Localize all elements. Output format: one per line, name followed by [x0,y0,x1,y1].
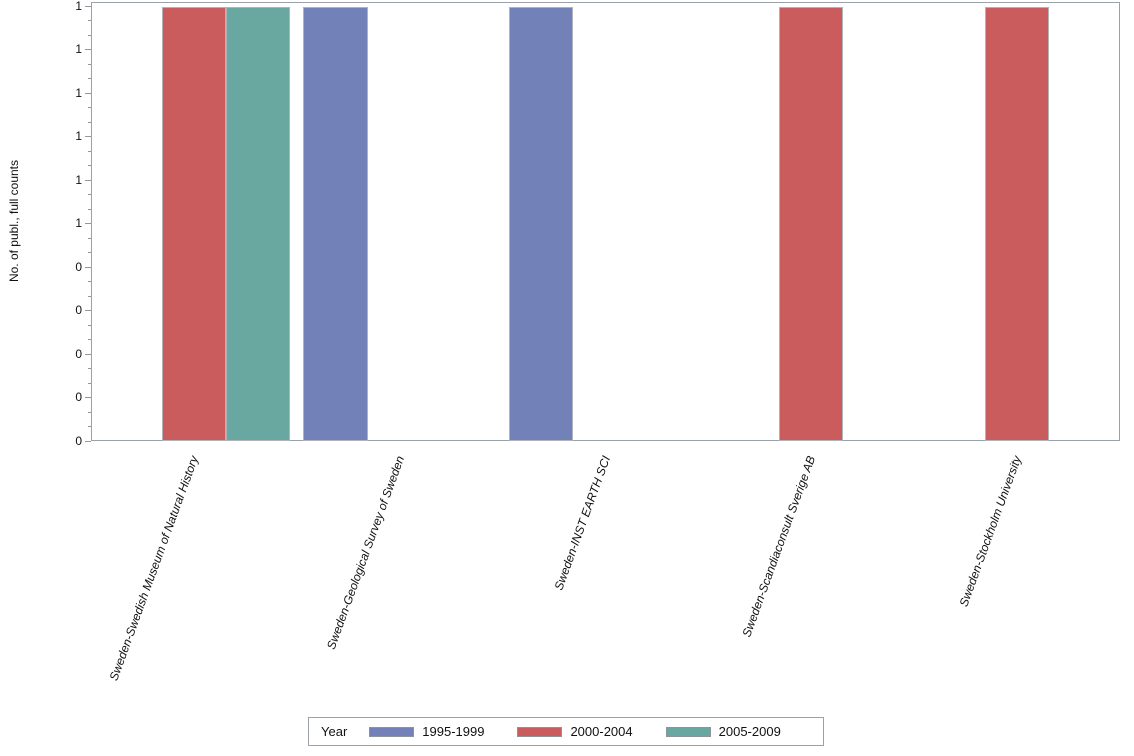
legend-item-label: 1995-1999 [422,724,485,739]
y-tick-label: 1 [75,129,82,144]
x-category-label: Sweden-Swedish Museum of Natural History [106,454,202,683]
legend-item: 1995-1999 [369,724,484,739]
y-axis-title: No. of publ., full counts [7,159,21,283]
bar [779,6,844,441]
legend-item-label: 2000-2004 [570,724,633,739]
bar [984,6,1050,441]
y-minor-tick [88,34,91,36]
y-tick-label: 0 [75,390,82,405]
y-tick-label: 0 [75,259,82,274]
y-minor-tick [88,208,91,210]
bar [303,6,368,441]
y-minor-tick [88,194,91,196]
y-tick-label: 0 [75,433,82,448]
y-tick-label: 1 [75,42,82,57]
x-category-label: Sweden-Geological Survey of Sweden [323,454,407,652]
y-minor-tick [88,368,91,370]
bar [226,6,291,441]
y-minor-tick [88,20,91,22]
y-major-tick [85,179,91,181]
legend-swatch [369,726,415,737]
x-category-label: Sweden-Scandiaconsult Sverige AB [739,454,819,639]
y-minor-tick [88,237,91,239]
y-major-tick [85,440,91,442]
y-major-tick [85,49,91,51]
y-tick-label: 1 [75,216,82,231]
legend-item: 2005-2009 [665,724,781,739]
y-tick-label: 1 [75,0,82,13]
y-minor-tick [88,121,91,123]
y-tick-label: 1 [75,172,82,187]
legend-swatch [665,726,711,737]
legend-item-label: 2005-2009 [718,724,781,739]
y-minor-tick [88,382,91,384]
y-minor-tick [88,295,91,297]
y-minor-tick [88,165,91,167]
legend: Year 1995-1999 2000-2004 2005-2009 [308,717,824,746]
bar [509,6,574,441]
y-minor-tick [88,339,91,341]
x-category-label: Sweden-Stockholm University [956,454,1025,609]
y-major-tick [85,266,91,268]
y-minor-tick [88,324,91,326]
y-minor-tick [88,252,91,254]
y-minor-tick [88,426,91,428]
y-major-tick [85,310,91,312]
y-minor-tick [88,78,91,80]
legend-item: 2000-2004 [517,724,633,739]
y-tick-label: 1 [75,85,82,100]
y-tick-label: 0 [75,346,82,361]
bar [161,6,227,441]
legend-items: 1995-1999 2000-2004 2005-2009 [369,724,814,739]
y-major-tick [85,136,91,138]
y-major-tick [85,6,91,7]
y-minor-tick [88,63,91,65]
y-major-tick [85,353,91,355]
y-major-tick [85,92,91,94]
y-minor-tick [88,411,91,413]
legend-swatch [517,726,563,737]
y-minor-tick [88,150,91,152]
y-tick-label: 0 [75,303,82,318]
x-category-label: Sweden-INST EARTH SCI [550,454,613,593]
y-minor-tick [88,281,91,283]
y-major-tick [85,223,91,225]
legend-title: Year [321,724,348,739]
y-major-tick [85,397,91,399]
y-minor-tick [88,107,91,109]
